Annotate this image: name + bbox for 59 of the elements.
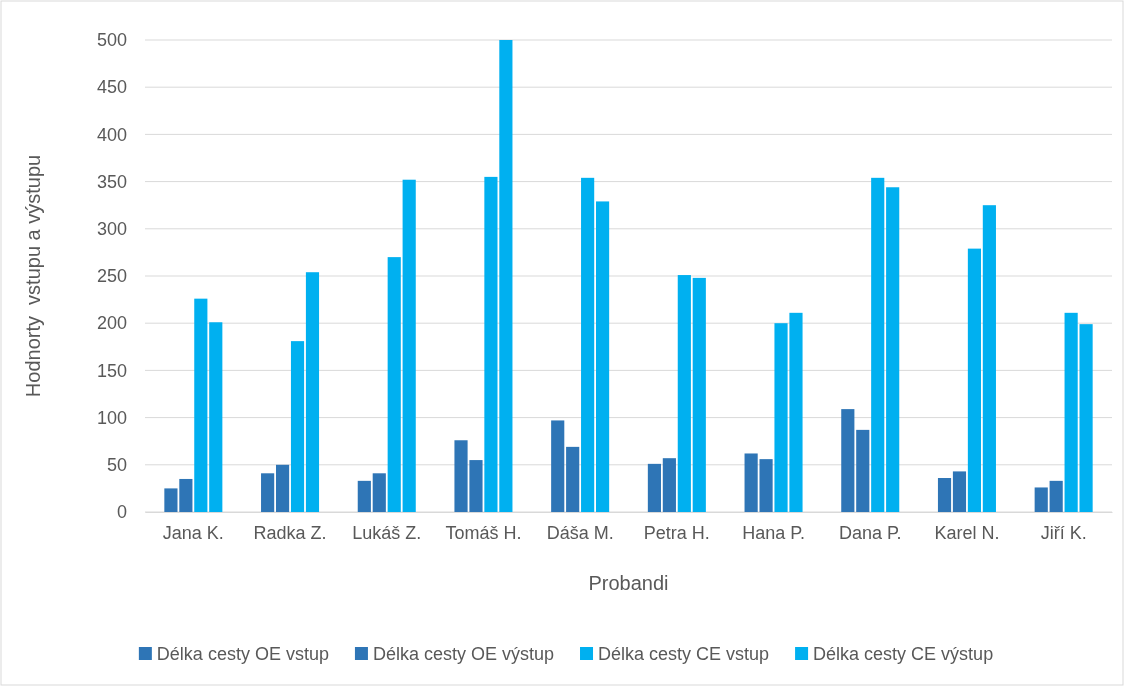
bar bbox=[1079, 324, 1093, 512]
x-tick-label: Lukáš Z. bbox=[352, 522, 422, 543]
x-tick-label: Jiří K. bbox=[1040, 522, 1087, 543]
x-tick-label: Hana P. bbox=[742, 522, 805, 543]
bar bbox=[647, 463, 661, 512]
bar bbox=[1049, 480, 1063, 512]
x-tick-label: Dáša M. bbox=[546, 522, 614, 543]
y-tick-label: 400 bbox=[96, 124, 127, 145]
bar bbox=[275, 464, 290, 512]
legend-label: Délka cesty OE výstup bbox=[372, 644, 555, 665]
bar bbox=[164, 488, 178, 512]
bar bbox=[305, 272, 320, 512]
x-tick-label: Tomáš H. bbox=[445, 522, 522, 543]
bar bbox=[261, 473, 275, 512]
bar bbox=[677, 275, 691, 512]
bar bbox=[871, 177, 885, 512]
legend-label: Délka cesty OE vstup bbox=[156, 644, 329, 665]
bar bbox=[692, 277, 706, 512]
bar bbox=[982, 205, 996, 512]
bar bbox=[886, 187, 900, 512]
x-tick-label: Radka Z. bbox=[253, 522, 327, 543]
bar bbox=[856, 429, 870, 512]
bar bbox=[662, 458, 676, 512]
y-tick-label: 450 bbox=[96, 77, 127, 98]
bar bbox=[1064, 312, 1078, 512]
y-tick-label: 0 bbox=[116, 502, 127, 523]
bar bbox=[596, 201, 610, 512]
bar bbox=[402, 179, 416, 512]
bar bbox=[194, 298, 208, 512]
y-tick-label: 150 bbox=[96, 360, 127, 381]
bar bbox=[566, 446, 580, 512]
legend-label: Délka cesty CE výstup bbox=[813, 644, 994, 665]
x-tick-label: Dana P. bbox=[838, 522, 902, 543]
bar bbox=[581, 177, 595, 512]
bar bbox=[841, 409, 855, 512]
bar bbox=[937, 478, 952, 512]
y-tick-label: 300 bbox=[96, 219, 127, 240]
x-tick-label: Jana K. bbox=[162, 522, 224, 543]
y-tick-label: 200 bbox=[96, 313, 127, 334]
x-tick-label: Karel N. bbox=[934, 522, 1000, 543]
y-tick-label: 250 bbox=[96, 266, 127, 287]
y-tick-label: 100 bbox=[96, 407, 127, 428]
bar bbox=[357, 480, 371, 512]
bar bbox=[967, 248, 982, 512]
bar bbox=[209, 322, 223, 512]
bar bbox=[1034, 487, 1048, 512]
x-axis-title: Probandi bbox=[588, 572, 669, 594]
bar bbox=[179, 478, 193, 512]
y-tick-label: 500 bbox=[96, 30, 127, 51]
y-axis-title: Hodnorty vstupu a výstupu bbox=[22, 154, 44, 398]
x-tick-label: Petra H. bbox=[643, 522, 710, 543]
bar bbox=[952, 471, 967, 512]
bar bbox=[551, 420, 565, 512]
bar bbox=[290, 341, 305, 512]
legend-label: Délka cesty CE vstup bbox=[598, 644, 770, 665]
bar bbox=[372, 473, 386, 512]
y-tick-label: 350 bbox=[96, 171, 127, 192]
bar bbox=[387, 257, 401, 512]
y-tick-label: 50 bbox=[106, 455, 127, 476]
